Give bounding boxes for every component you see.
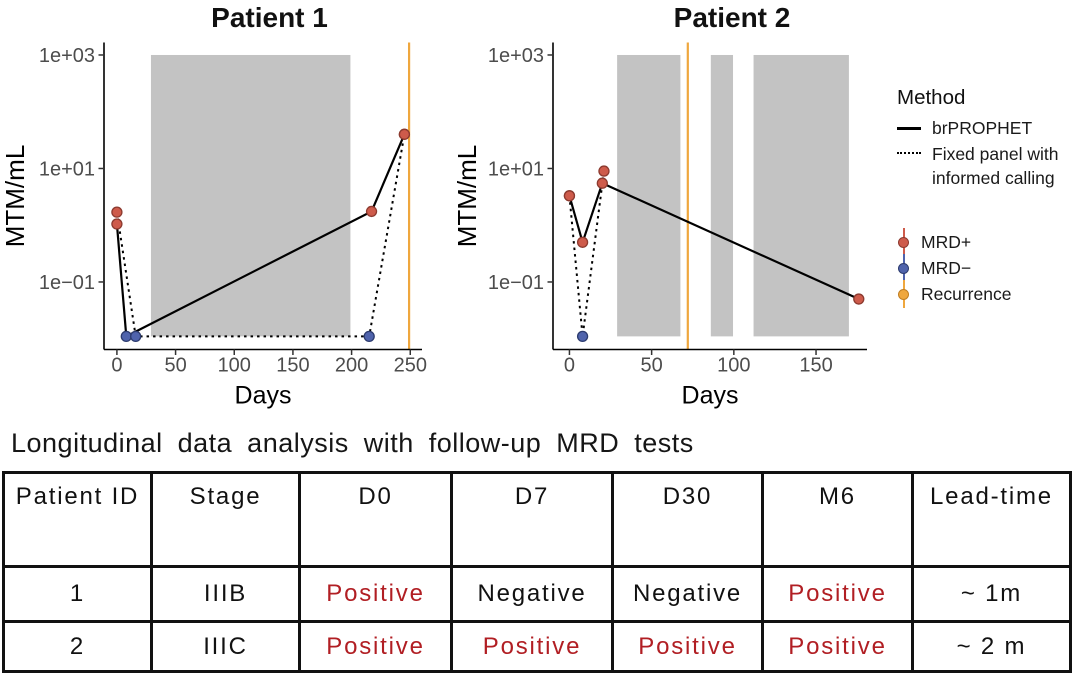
- mrd-point-key-icon: [897, 254, 910, 282]
- x-axis-title: Days: [682, 382, 739, 410]
- data-point-mrd: [576, 236, 589, 248]
- dashed-line-key-icon: [897, 152, 921, 154]
- x-tick-label: 200: [335, 355, 368, 377]
- mrd-point-key-icon: [897, 228, 910, 256]
- x-tick-label: 50: [641, 355, 663, 377]
- table-cell-m6: Positive: [761, 565, 914, 623]
- point-key-dot: [897, 288, 909, 300]
- data-point-mrd: [598, 165, 610, 177]
- x-tick-label: 100: [717, 355, 750, 377]
- brprophet-line: [115, 133, 406, 339]
- recurrence-point-key-icon: [897, 280, 910, 308]
- data-point-mrd: [596, 177, 608, 189]
- x-axis-title: Days: [235, 382, 292, 410]
- table-cell-d30: Negative: [611, 565, 764, 623]
- legend-title: Method: [897, 86, 966, 109]
- y-tick-label: 1e+01: [488, 158, 544, 180]
- data-point-mrd: [120, 330, 132, 343]
- legend-item-label: brPROPHET: [932, 116, 1032, 140]
- table-caption: Longitudinal data analysis with follow-u…: [11, 428, 694, 458]
- table-cell-d30: Positive: [611, 620, 764, 673]
- legend-label-line: brPROPHET: [932, 118, 1033, 138]
- patient-1-chart: 0 50 100 150 200 250 1e+03 1e+01 1e−01 Days MTM/mL…: [0, 2, 427, 410]
- legend-item-fixed-panel-with-informed-calling: Fixed panel with informed calling: [897, 142, 1058, 190]
- x-tick-label: 50: [164, 355, 186, 377]
- point-key-dot: [897, 236, 909, 248]
- y-tick-label: 1e−01: [39, 272, 95, 294]
- data-point-mrd: [563, 190, 576, 202]
- table-header-m6: M6: [761, 471, 914, 568]
- y-tick-label: 1e+03: [488, 45, 544, 67]
- legend-item-mrd: MRD−: [897, 254, 971, 282]
- x-tick-label: 0: [564, 355, 575, 377]
- treatment-shaded-region: [150, 54, 351, 337]
- data-point-mrd: [363, 330, 375, 343]
- table-header-d0: D0: [298, 471, 453, 568]
- legend-item-label: MRD+: [921, 232, 972, 252]
- table-row-patient-2: 2 IIIC Positive Positive Positive Positive ~ 2…: [2, 620, 1072, 673]
- table-cell-d7: Positive: [450, 620, 614, 673]
- table-cell-m6: Positive: [761, 620, 914, 673]
- solid-line-key-icon: [897, 126, 921, 130]
- legend-item-label: Recurrence: [921, 284, 1012, 304]
- table-cell-d0: Positive: [298, 565, 453, 623]
- chart-legend: Method brPROPHET Fixed panel with informed…: [893, 80, 1074, 315]
- x-tick-label: 0: [111, 355, 122, 377]
- table-cell-stage: IIIC: [150, 620, 301, 673]
- x-tick-label: 100: [218, 355, 251, 377]
- table-header-stage: Stage: [150, 471, 301, 568]
- mrd-results-table: Patient ID Stage D0 D7 D30 M6 Lead-time 1 IIIB P…: [2, 471, 1072, 673]
- point-key-dot: [897, 262, 909, 274]
- legend-item-label: MRD−: [921, 258, 972, 278]
- table-header-patient-id: Patient ID: [2, 471, 153, 568]
- table-cell-patient-id: 1: [2, 565, 153, 623]
- fixed-panel-with-informed-calling-line: [115, 134, 406, 338]
- x-tick-label: 150: [276, 355, 309, 377]
- table-cell-d0: Positive: [298, 620, 453, 673]
- mrd-kinetics-charts: 0 50 100 150 200 250 1e+03 1e+01 1e−01 Days MTM/mL…: [0, 2, 867, 410]
- data-point-mrd: [111, 218, 123, 230]
- data-point-mrd: [111, 206, 123, 218]
- table-header-row: Patient ID Stage D0 D7 D30 M6 Lead-time: [2, 471, 1072, 568]
- table-cell-lead-time: ~ 2 m: [911, 620, 1072, 673]
- table-header-d30: D30: [611, 471, 764, 568]
- y-tick-label: 1e+01: [39, 158, 95, 180]
- data-point-mrd: [853, 293, 865, 305]
- data-point-mrd: [576, 330, 589, 343]
- table-row-patient-1: 1 IIIB Positive Negative Negative Positive ~ 1…: [2, 565, 1072, 623]
- legend-item-mrd: MRD+: [897, 228, 971, 256]
- fixed-panel-with-informed-calling-line: [568, 170, 605, 337]
- y-axis-title: MTM/mL: [452, 145, 482, 248]
- treatment-shaded-region: [617, 54, 681, 337]
- y-tick-label: 1e−01: [488, 272, 544, 294]
- treatment-shaded-region: [710, 54, 734, 337]
- table-cell-patient-id: 2: [2, 620, 153, 673]
- legend-item-label: Fixed panel with informed calling: [932, 142, 1058, 190]
- y-axis-title: MTM/mL: [0, 145, 30, 248]
- chart-title: Patient 1: [211, 2, 328, 33]
- table-cell-d7: Negative: [450, 565, 614, 623]
- table-header-d7: D7: [450, 471, 614, 568]
- patient-2-chart: 0 50 100 150 1e+03 1e+01 1e−01 Days MTM/mL Patien…: [452, 2, 867, 410]
- data-point-mrd: [398, 128, 411, 140]
- table-cell-lead-time: ~ 1m: [911, 565, 1072, 623]
- x-tick-label: 150: [799, 355, 832, 377]
- legend-item-brprophet: brPROPHET: [897, 116, 1032, 140]
- data-point-mrd: [130, 330, 142, 343]
- x-tick-label: 250: [394, 355, 427, 377]
- chart-title: Patient 2: [674, 2, 791, 33]
- table-cell-stage: IIIB: [150, 565, 301, 623]
- legend-label-line: informed calling: [932, 168, 1055, 188]
- legend-label-line: Fixed panel with: [932, 144, 1059, 164]
- y-tick-label: 1e+03: [39, 45, 95, 67]
- legend-item-recurrence: Recurrence: [897, 280, 1011, 308]
- table-header-lead-time: Lead-time: [911, 471, 1072, 568]
- data-point-mrd: [365, 205, 378, 218]
- brprophet-line: [568, 181, 860, 301]
- treatment-shaded-region: [753, 54, 849, 337]
